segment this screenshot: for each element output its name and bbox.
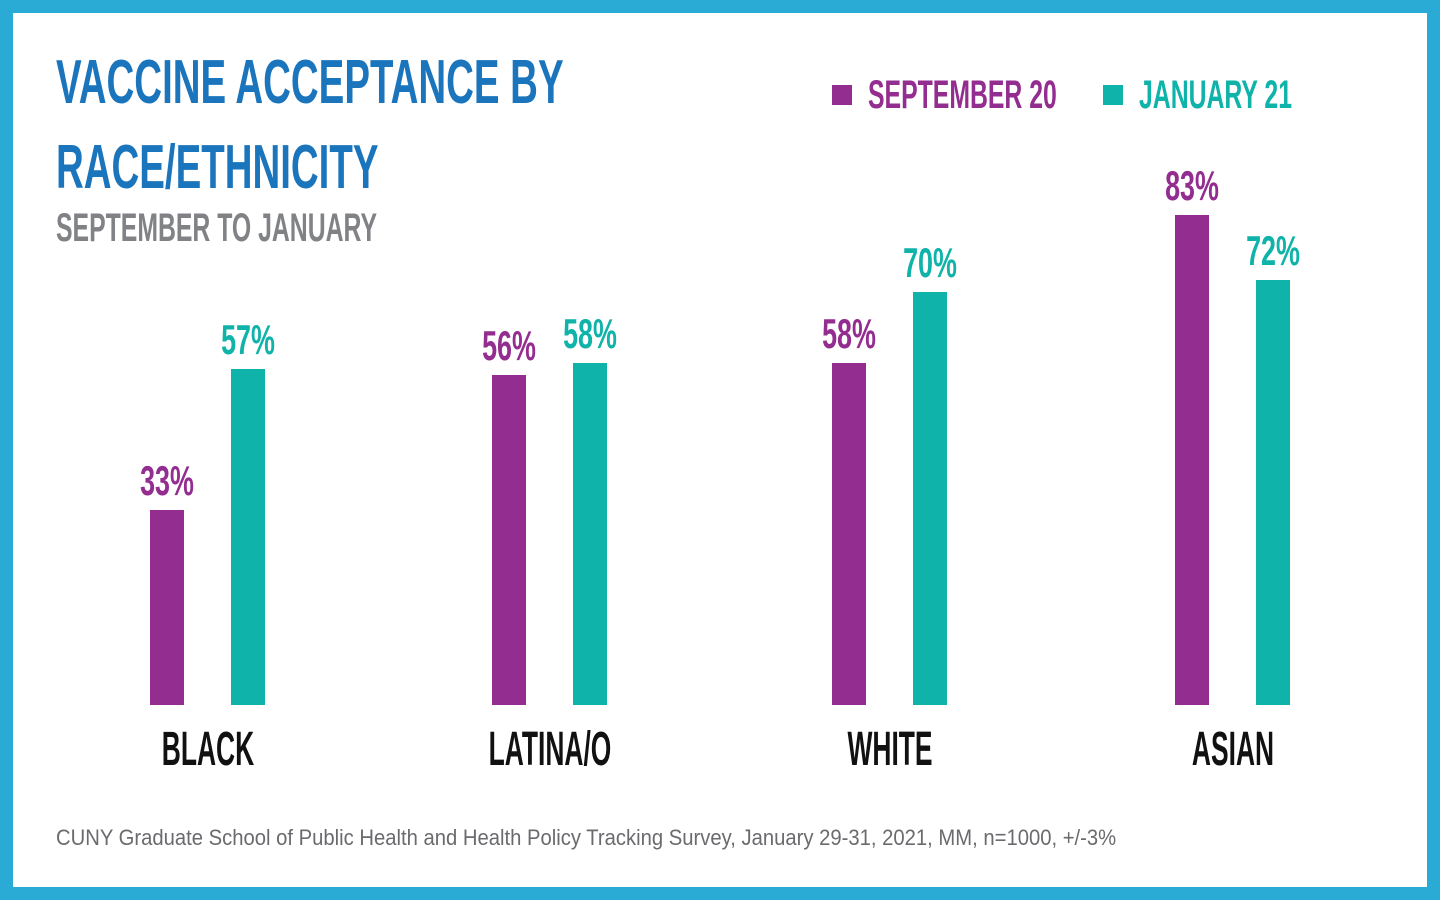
- chart-subtitle: SEPTEMBER TO JANUARY: [56, 206, 378, 250]
- category-label-black: BLACK: [161, 723, 254, 776]
- chart-title-line-1: VACCINE ACCEPTANCE BY: [56, 48, 564, 117]
- chart-title: VACCINE ACCEPTANCE BY RACE/ETHNICITY: [56, 40, 564, 210]
- category-label-latina-o: LATINA/O: [488, 723, 611, 776]
- bar-white-january-21: [913, 292, 947, 705]
- bar-latina-o-september-20: [492, 375, 526, 705]
- value-label-asian-january-21: 72%: [1246, 227, 1300, 274]
- value-label-asian-september-20: 83%: [1165, 162, 1219, 209]
- legend-swatch: [832, 85, 852, 105]
- value-label-black-january-21: 57%: [221, 316, 275, 363]
- bar-black-january-21: [231, 369, 265, 705]
- legend-swatch: [1103, 85, 1123, 105]
- bar-asian-january-21: [1256, 280, 1290, 705]
- value-label-latina-o-january-21: 58%: [563, 310, 617, 357]
- bar-black-september-20: [150, 510, 184, 705]
- value-label-white-january-21: 70%: [903, 239, 957, 286]
- bar-white-september-20: [832, 363, 866, 705]
- value-label-white-september-20: 58%: [822, 310, 876, 357]
- bar-latina-o-january-21: [573, 363, 607, 705]
- value-label-black-september-20: 33%: [140, 457, 194, 504]
- value-label-latina-o-september-20: 56%: [482, 322, 536, 369]
- bar-asian-september-20: [1175, 215, 1209, 705]
- source-note: CUNY Graduate School of Public Health an…: [56, 825, 1117, 850]
- chart-title-line-2: RACE/ETHNICITY: [56, 133, 379, 202]
- category-label-asian: ASIAN: [1191, 723, 1274, 776]
- category-label-white: WHITE: [846, 723, 933, 776]
